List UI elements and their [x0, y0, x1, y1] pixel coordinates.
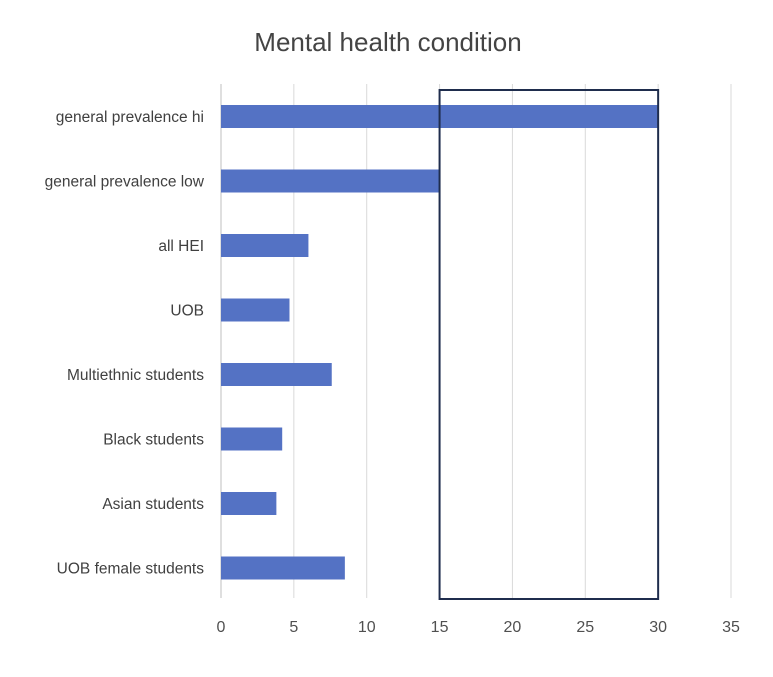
bar-6: [221, 427, 283, 451]
bar-3: [221, 234, 309, 257]
bar-5: [221, 363, 332, 386]
category-label-4: UOB: [170, 303, 204, 320]
chart-title: Mental health condition: [254, 27, 521, 57]
category-label-1: general prevalence hi: [56, 109, 204, 126]
highlight-box-layer: [438, 89, 660, 600]
x-tick-label-30: 30: [649, 619, 667, 636]
x-tick-label-35: 35: [722, 619, 740, 636]
x-tick-label-25: 25: [576, 619, 594, 636]
bar-7: [221, 492, 277, 515]
x-tick-labels: 0 5 10 15 20 25 30 35: [217, 619, 740, 636]
category-labels: general prevalence hi general prevalence …: [45, 109, 205, 578]
category-label-6: Black students: [103, 432, 204, 449]
x-tick-label-0: 0: [217, 619, 226, 636]
highlight-box: [438, 89, 660, 600]
x-tick-label-20: 20: [504, 619, 522, 636]
category-label-5: Multiethnic students: [67, 367, 204, 384]
x-tick-label-5: 5: [289, 619, 298, 636]
category-label-8: UOB female students: [57, 561, 205, 578]
category-label-2: general prevalence low: [45, 174, 205, 191]
x-tick-label-10: 10: [358, 619, 376, 636]
bar-4: [221, 298, 290, 322]
gridlines: [220, 84, 732, 598]
bar-8: [221, 556, 345, 580]
category-label-7: Asian students: [102, 496, 204, 513]
category-label-3: all HEI: [158, 238, 204, 255]
bar-2: [221, 169, 440, 193]
x-tick-label-15: 15: [431, 619, 449, 636]
bars: [221, 105, 659, 580]
